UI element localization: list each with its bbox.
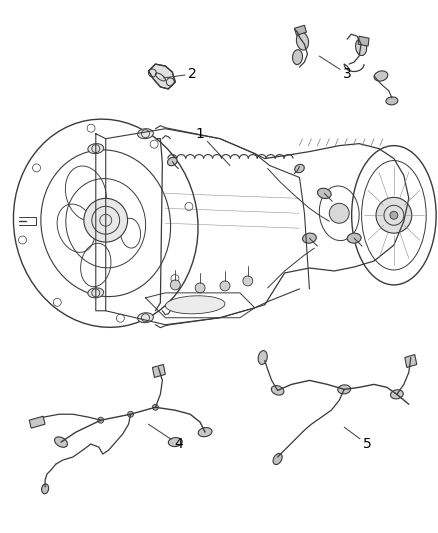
Ellipse shape [386, 97, 398, 105]
Ellipse shape [198, 427, 212, 437]
Circle shape [390, 211, 398, 219]
Ellipse shape [88, 288, 104, 298]
Ellipse shape [88, 143, 104, 154]
Ellipse shape [297, 33, 308, 50]
Ellipse shape [390, 390, 403, 399]
Ellipse shape [166, 296, 225, 314]
Circle shape [376, 197, 412, 233]
Polygon shape [294, 25, 307, 35]
Text: 5: 5 [344, 427, 371, 451]
Ellipse shape [318, 188, 331, 198]
Ellipse shape [55, 437, 67, 447]
Text: 4: 4 [148, 424, 183, 451]
Circle shape [152, 404, 159, 410]
Polygon shape [29, 416, 45, 428]
Ellipse shape [273, 454, 282, 465]
Ellipse shape [295, 164, 304, 173]
Circle shape [243, 276, 253, 286]
Circle shape [127, 411, 134, 417]
Polygon shape [148, 64, 175, 89]
Ellipse shape [42, 484, 49, 494]
Ellipse shape [258, 351, 267, 365]
Ellipse shape [303, 233, 316, 243]
Ellipse shape [138, 128, 153, 139]
Ellipse shape [293, 50, 303, 64]
Polygon shape [358, 36, 369, 46]
Text: 3: 3 [319, 56, 352, 81]
Polygon shape [152, 365, 165, 377]
Ellipse shape [272, 385, 284, 395]
Ellipse shape [356, 39, 367, 55]
Ellipse shape [338, 385, 351, 394]
Polygon shape [405, 354, 417, 367]
Circle shape [84, 198, 127, 242]
Circle shape [329, 203, 349, 223]
Ellipse shape [168, 438, 182, 447]
Ellipse shape [138, 313, 153, 323]
Circle shape [170, 280, 180, 290]
Circle shape [220, 281, 230, 291]
Text: 1: 1 [196, 127, 230, 166]
Ellipse shape [167, 157, 177, 166]
Text: 2: 2 [163, 67, 197, 81]
Circle shape [195, 283, 205, 293]
Ellipse shape [347, 233, 361, 243]
Ellipse shape [374, 71, 388, 81]
Circle shape [98, 417, 104, 423]
